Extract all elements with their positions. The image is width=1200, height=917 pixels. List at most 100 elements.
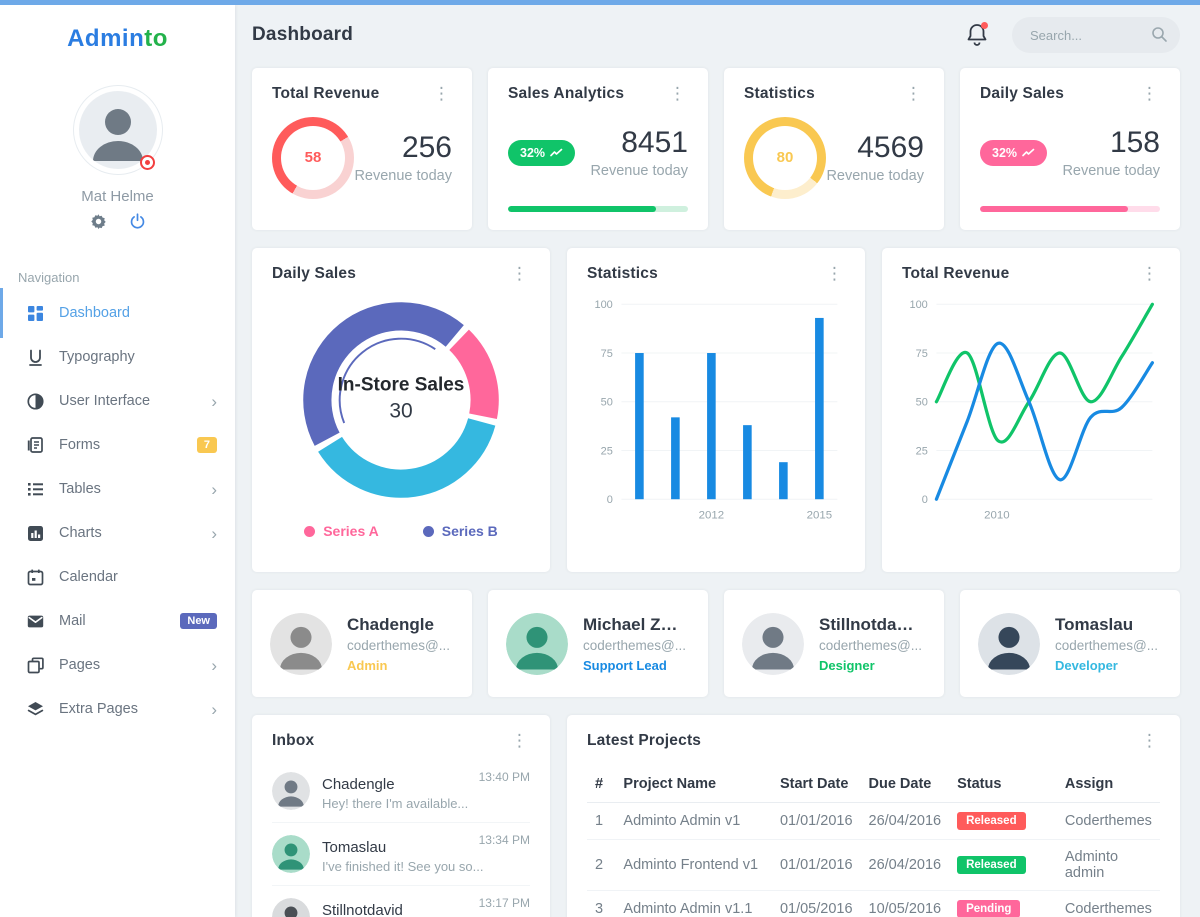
column-header-: # [587, 766, 616, 803]
team-member-role: Admin [347, 657, 388, 673]
search-input[interactable] [1012, 17, 1180, 53]
bar-2011[interactable] [671, 417, 680, 500]
sidebar-item-typography[interactable]: Typography [0, 335, 235, 379]
card-menu-button[interactable]: ⋮ [433, 84, 450, 103]
sidebar-item-user-interface[interactable]: User Interface › [0, 379, 235, 423]
stat-card-daily-sales: Daily Sales ⋮ 32% 158 Revenue today [960, 68, 1180, 230]
sidebar-item-pages[interactable]: Pages › [0, 643, 235, 687]
donut-center-title: In-Store Sales [337, 374, 465, 396]
search-icon[interactable] [1151, 26, 1168, 43]
inbox-sender-name: Tomaslau [322, 839, 387, 856]
status-badge: Released [957, 856, 1026, 874]
topbar: Dashboard [235, 5, 1200, 65]
card-head: Total Revenue ⋮ [272, 85, 452, 103]
team-member-name: Tomaslau [1055, 614, 1134, 634]
stat-numbers: 256 Revenue today [354, 131, 452, 185]
inbox-message-tomaslau[interactable]: Tomaslau I've finished it! See you so... 1… [272, 823, 530, 886]
cell-assign: Coderthemes [1056, 890, 1160, 917]
team-card-michael-z[interactable]: Michael Z… coderthemes@... Support Lead [488, 590, 708, 697]
charts-icon [26, 523, 46, 543]
card-title: Inbox [272, 732, 315, 749]
inbox-sender-name: Chadengle [322, 776, 395, 793]
notifications-button[interactable] [966, 22, 990, 48]
layers-icon [26, 699, 46, 719]
donut-segment-series-a[interactable] [448, 329, 499, 419]
sidebar-item-label: Dashboard [59, 305, 130, 321]
stat-value: 256 [401, 130, 452, 164]
team-avatar [270, 612, 332, 675]
sidebar-item-charts[interactable]: Charts › [0, 511, 235, 555]
sidebar-item-calendar[interactable]: Calendar [0, 555, 235, 599]
user-name: Mat Helme [81, 188, 154, 205]
card-menu-button[interactable]: ⋮ [826, 264, 843, 283]
bar-2015[interactable] [815, 317, 824, 500]
trending-up-icon [1022, 148, 1035, 157]
card-menu-button[interactable]: ⋮ [511, 731, 528, 750]
team-member-name: Stillnotda… [819, 614, 914, 634]
table-row[interactable]: 2 Adminto Frontend v1 01/01/2016 26/04/2016… [587, 839, 1160, 891]
bar-2014[interactable] [779, 462, 788, 500]
card-menu-button[interactable]: ⋮ [905, 84, 922, 103]
stat-numbers: 4569 Revenue today [826, 131, 924, 185]
stat-body: 32% 8451 Revenue today [508, 103, 688, 202]
donut-segment-in-store-sales[interactable] [318, 417, 496, 498]
inbox-message-time: 13:17 PM [478, 896, 530, 910]
column-header-start-date: Start Date [771, 766, 861, 803]
bar-2013[interactable] [743, 425, 752, 500]
bar-2010[interactable] [635, 353, 644, 500]
logo-text-to: to [144, 25, 168, 52]
notification-dot [981, 22, 988, 29]
team-info: Stillnotda… coderthemes@... Designer [819, 615, 922, 673]
user-avatar[interactable] [78, 91, 157, 174]
team-card-stillnotda[interactable]: Stillnotda… coderthemes@... Designer [724, 590, 944, 697]
cell-due-date: 26/04/2016 [860, 802, 950, 840]
bar-chart: 0 25 50 75 100 2012 2015 [594, 299, 838, 521]
sidebar-item-forms[interactable]: Forms 7 [0, 423, 235, 467]
top-accent-strip [0, 0, 1200, 5]
inbox-message-body: Chadengle Hey! there I'm available... [322, 772, 468, 811]
card-menu-button[interactable]: ⋮ [669, 84, 686, 103]
stat-numbers: 8451 Revenue today [590, 126, 688, 180]
chevron-right-icon: › [211, 523, 217, 543]
card-menu-button[interactable]: ⋮ [1141, 731, 1158, 750]
inbox-message-chadengle[interactable]: Chadengle Hey! there I'm available... 13:4… [272, 760, 530, 823]
total-revenue-chart-card: Total Revenue ⋮ 0 25 50 75 100 2010 [882, 248, 1180, 572]
gear-icon[interactable] [90, 213, 107, 230]
sidebar-item-mail[interactable]: Mail New [0, 599, 235, 643]
latest-projects-card: Latest Projects ⋮ # Project Name Start Dat… [567, 715, 1180, 917]
svg-text:0: 0 [922, 494, 928, 506]
trending-up-icon [550, 148, 563, 157]
card-menu-button[interactable]: ⋮ [511, 264, 528, 283]
team-cards-row: Chadengle coderthemes@... Admin Michael Z… c… [252, 590, 1180, 697]
inbox-message-stillnotdavid[interactable]: Stillnotdavid 13:17 PM [272, 886, 530, 917]
team-member-email: coderthemes@... [819, 637, 922, 653]
grid-icon [26, 303, 46, 323]
power-icon[interactable] [129, 213, 146, 230]
team-avatar [978, 612, 1040, 675]
table-row[interactable]: 3 Adminto Admin v1.1 01/05/2016 10/05/2016 P… [587, 890, 1160, 917]
stat-card-statistics: Statistics ⋮ 80 4569 Revenue today [724, 68, 944, 230]
progress-bar-fill [508, 206, 656, 212]
team-info: Chadengle coderthemes@... Admin [347, 615, 450, 673]
card-menu-button[interactable]: ⋮ [1141, 84, 1158, 103]
card-menu-button[interactable]: ⋮ [1141, 264, 1158, 283]
contrast-icon [26, 391, 46, 411]
chevron-right-icon: › [211, 391, 217, 411]
team-card-tomaslau[interactable]: Tomaslau coderthemes@... Developer [960, 590, 1180, 697]
bottom-row: Inbox ⋮ Chadengle Hey! there I'm availabl… [252, 715, 1180, 917]
sidebar-item-dashboard[interactable]: Dashboard [0, 288, 235, 338]
trend-pill: 32% [980, 139, 1048, 166]
sidebar-item-tables[interactable]: Tables › [0, 467, 235, 511]
team-card-chadengle[interactable]: Chadengle coderthemes@... Admin [252, 590, 472, 697]
team-member-email: coderthemes@... [347, 637, 450, 653]
sidebar-item-label: Pages [59, 657, 101, 673]
legend-item-series-a: Series A [304, 523, 379, 539]
donut-segment-series-b[interactable] [303, 302, 464, 446]
cell-assign: Coderthemes [1056, 802, 1160, 840]
sidebar-item-extra-pages[interactable]: Extra Pages › [0, 687, 235, 731]
sidebar-item-label: Tables [59, 481, 101, 497]
table-row[interactable]: 1 Adminto Admin v1 01/01/2016 26/04/2016 Rel… [587, 802, 1160, 840]
app-logo[interactable]: Adminto [0, 5, 235, 63]
legend-dot [304, 525, 316, 537]
bar-2012[interactable] [707, 353, 716, 500]
